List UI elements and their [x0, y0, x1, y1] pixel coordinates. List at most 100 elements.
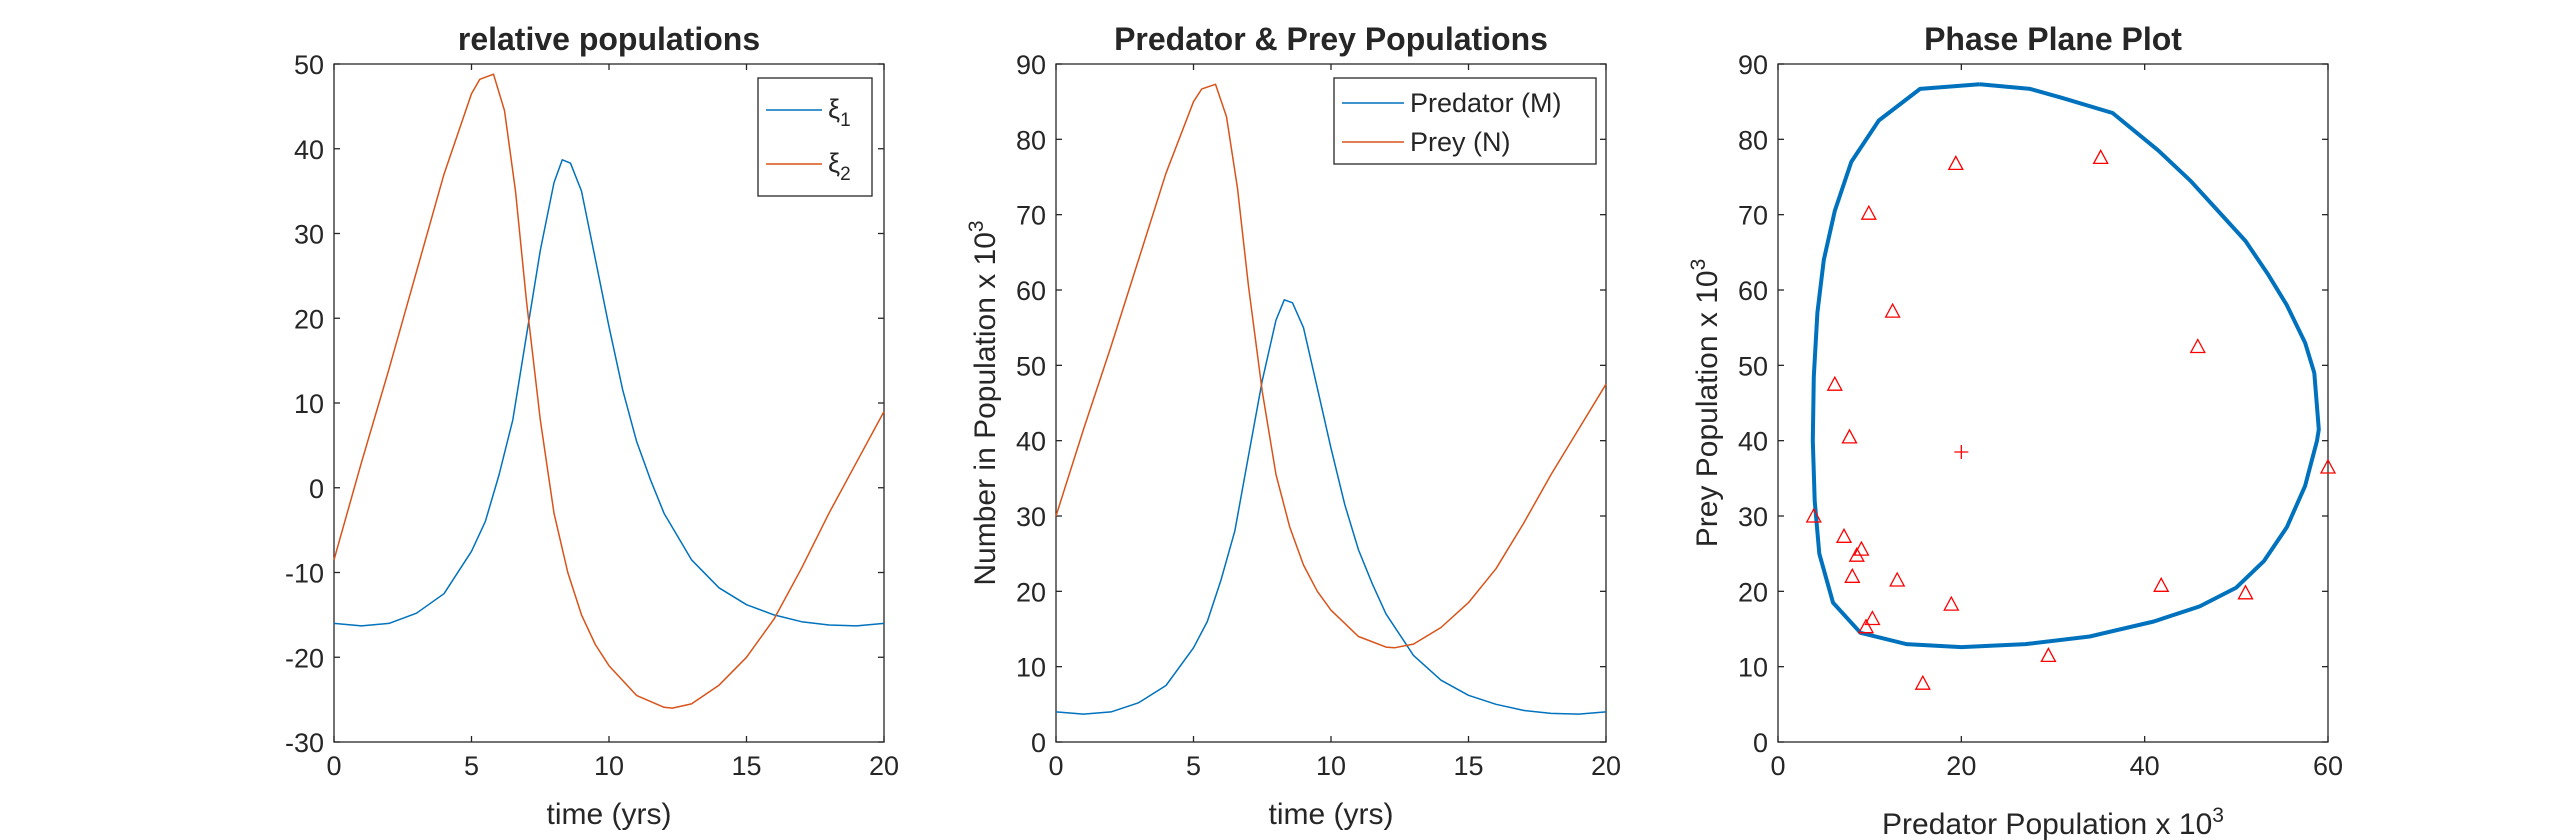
plot-area: [1777, 63, 2329, 743]
plot-area: [1055, 63, 1607, 743]
x-tick-label: 5: [1186, 751, 1201, 781]
y-tick-label: 60: [1016, 276, 1046, 306]
y-tick-label: 0: [1031, 728, 1046, 758]
y-tick-label: 90: [1016, 50, 1046, 80]
legend-box: [1333, 77, 1597, 165]
y-tick-label: 30: [1016, 502, 1046, 532]
y-tick-label: 20: [1738, 577, 1768, 607]
y-tick-label: 30: [294, 220, 324, 250]
y-tick-label: 20: [294, 304, 324, 334]
chart-phase-plane-plot: 0 20 40 60 0 10 20 30 40 50 60 70 80 90 Phase Plane …: [1687, 21, 2343, 840]
x-tick-label: 20: [1591, 751, 1621, 781]
y-tick-label: -10: [285, 559, 324, 589]
y-tick-label: 60: [1738, 276, 1768, 306]
y-tick-label: 50: [1738, 351, 1768, 381]
x-tick-label: 60: [2313, 751, 2343, 781]
series-layer: [1055, 83, 1607, 715]
x-axis-label: time (yrs): [547, 798, 672, 831]
x-tick-label: 0: [1770, 751, 1785, 781]
data-point-triangle: [1826, 375, 1843, 391]
legend-label-xi2: ξ2: [828, 148, 851, 185]
data-point-triangle: [1835, 527, 1853, 543]
legend-label-xi1: ξ1: [828, 94, 851, 131]
data-point-triangle: [1943, 595, 1960, 611]
y-tick-labels: -30 -20 -10 0 10 20 30 40 50: [285, 50, 324, 758]
x-tick-labels: 0 20 40 60: [1770, 751, 2343, 781]
y-tick-label: 0: [309, 474, 324, 504]
y-tick-labels: 0 10 20 30 40 50 60 70 80 90: [1738, 50, 1768, 758]
data-point-triangle: [1884, 302, 1901, 318]
data-point-triangle: [2319, 458, 2337, 474]
y-tick-label: 80: [1738, 125, 1768, 155]
series-line-1: [333, 159, 885, 627]
data-point-triangle: [1841, 428, 1858, 444]
y-tick-label: 40: [294, 135, 324, 165]
y-tick-label: 40: [1016, 427, 1046, 457]
x-tick-label: 0: [326, 751, 341, 781]
y-tick-label: 70: [1738, 201, 1768, 231]
legend-label-predator: Predator (M): [1410, 88, 1562, 118]
chart-relative-populations: 0 5 10 15 20 -30 -20 -10 0 10 20 30 40 50 relative p…: [285, 21, 899, 831]
legend: ξ1 ξ2: [757, 77, 873, 197]
data-point-triangle: [1860, 204, 1877, 220]
chart-title: Predator & Prey Populations: [1114, 21, 1548, 57]
chart-predator-prey-populations: 0 5 10 15 20 0 10 20 30 40 50 60 70 80 90 Predator & …: [965, 21, 1621, 831]
y-tick-label: 0: [1753, 728, 1768, 758]
x-tick-label: 20: [869, 751, 899, 781]
chart-title: relative populations: [458, 21, 760, 57]
data-point-triangle: [1853, 540, 1870, 556]
x-tick-label: 10: [594, 751, 624, 781]
equilibrium-point: [1954, 444, 1969, 459]
legend-box: [757, 77, 873, 197]
data-point-triangle: [1864, 610, 1881, 626]
series-layer: [333, 73, 885, 709]
tick-marks: [333, 63, 885, 743]
data-point-triangle: [2092, 149, 2109, 165]
tick-marks: [1777, 63, 2329, 743]
data-point-triangle: [1947, 155, 1964, 171]
x-tick-labels: 0 5 10 15 20: [1048, 751, 1621, 781]
x-tick-label: 40: [2130, 751, 2160, 781]
data-point-triangle: [1844, 567, 1861, 583]
y-axis-label: Prey Population x 103: [1687, 259, 1724, 548]
data-point-triangle: [2189, 338, 2206, 354]
series-line-2: [333, 73, 885, 709]
y-tick-label: 30: [1738, 502, 1768, 532]
series-line-1: [1055, 299, 1607, 715]
x-tick-label: 5: [464, 751, 479, 781]
series-line-2: [1055, 83, 1607, 649]
y-tick-label: 70: [1016, 201, 1046, 231]
x-tick-label: 20: [1946, 751, 1976, 781]
y-tick-label: 90: [1738, 50, 1768, 80]
y-tick-label: 50: [1016, 351, 1046, 381]
data-point-triangle: [1857, 618, 1875, 634]
y-tick-label: 40: [1738, 427, 1768, 457]
y-tick-label: 10: [294, 389, 324, 419]
y-tick-label: -20: [285, 643, 324, 673]
y-tick-label: 80: [1016, 125, 1046, 155]
x-tick-labels: 0 5 10 15 20: [326, 751, 899, 781]
data-point-triangle: [1805, 507, 1822, 523]
data-point-triangle: [1889, 571, 1906, 587]
x-axis-label: Predator Population x 103: [1882, 804, 2224, 840]
y-tick-label: 50: [294, 50, 324, 80]
phase-trajectory: [1810, 82, 2321, 650]
data-point-triangle: [2237, 584, 2254, 600]
x-tick-label: 15: [731, 751, 761, 781]
x-tick-label: 15: [1453, 751, 1483, 781]
legend-label-prey: Prey (N): [1410, 127, 1511, 157]
y-tick-label: 20: [1016, 577, 1046, 607]
chart-title: Phase Plane Plot: [1924, 21, 2182, 57]
data-point-triangle: [1914, 674, 1931, 690]
y-tick-label: 10: [1016, 653, 1046, 683]
y-axis-label: Number in Population x 103: [965, 220, 1002, 585]
legend: Predator (M) Prey (N): [1333, 77, 1597, 165]
y-tick-label: 10: [1738, 653, 1768, 683]
x-tick-label: 10: [1316, 751, 1346, 781]
data-point-triangle: [2153, 576, 2170, 592]
x-tick-label: 0: [1048, 751, 1063, 781]
series-layer: [1805, 82, 2337, 690]
tick-marks: [1055, 63, 1607, 743]
data-point-triangle: [2040, 647, 2057, 663]
